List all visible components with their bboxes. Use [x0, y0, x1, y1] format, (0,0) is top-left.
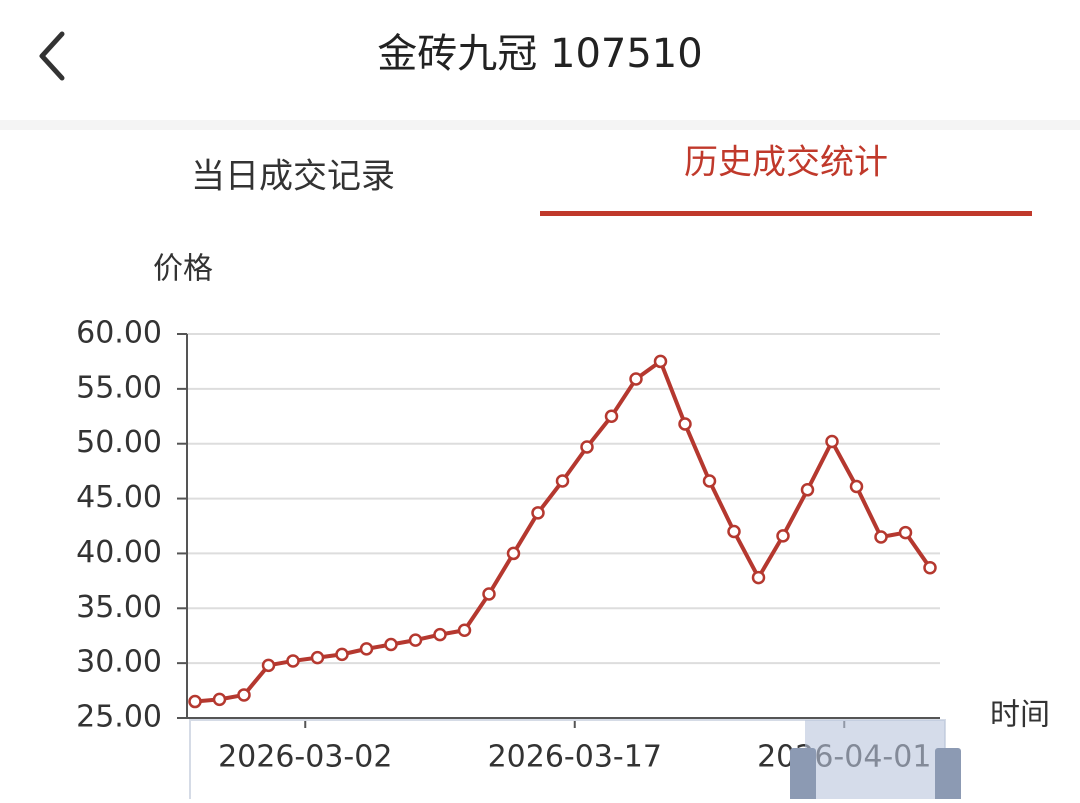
- y-tick-label: 45.00: [76, 480, 162, 515]
- data-point: [286, 654, 300, 668]
- y-tick-label: 50.00: [76, 425, 162, 460]
- data-point: [188, 694, 202, 709]
- back-button[interactable]: [39, 31, 65, 81]
- y-tick-label: 55.00: [76, 370, 162, 405]
- data-point: [727, 524, 741, 539]
- y-tick-label: 25.00: [76, 700, 162, 735]
- data-point: [849, 479, 864, 494]
- data-point: [653, 354, 668, 369]
- data-point: [800, 483, 815, 497]
- data-point: [531, 506, 545, 520]
- data-point: [433, 627, 447, 642]
- data-point: [751, 570, 766, 585]
- x-axis-label: 时间: [990, 698, 1050, 733]
- data-point: [457, 623, 472, 637]
- data-point: [482, 587, 496, 601]
- y-tick-label: 35.00: [76, 590, 162, 625]
- data-point: [384, 637, 398, 652]
- data-point: [702, 474, 717, 488]
- data-point: [261, 658, 276, 673]
- data-point: [678, 417, 692, 431]
- data-point: [335, 647, 349, 662]
- data-point: [604, 409, 619, 424]
- data-point: [408, 633, 423, 647]
- zoom-window[interactable]: [805, 720, 945, 803]
- data-point: [310, 650, 325, 665]
- page-title: 金砖九冠 107510: [377, 31, 702, 77]
- y-tick-label: 30.00: [76, 645, 162, 680]
- data-point: [580, 440, 594, 454]
- y-axis-label: 价格: [153, 252, 213, 287]
- x-tick-label: 2026-03-02: [218, 740, 392, 775]
- data-point: [874, 530, 888, 544]
- data-point: [237, 688, 251, 702]
- data-point: [629, 372, 643, 386]
- tab-active[interactable]: 历史成交统计: [684, 143, 888, 183]
- data-point: [898, 525, 913, 540]
- y-tick-label: 40.00: [76, 535, 162, 570]
- data-point: [923, 560, 937, 575]
- price-line: [194, 359, 932, 704]
- x-tick-label: 2026-03-17: [488, 740, 662, 775]
- zoom-handle[interactable]: [935, 748, 961, 803]
- data-point: [506, 546, 521, 561]
- data-point: [825, 434, 839, 449]
- chart: 25.00 30.00 35.00 40.00 45.00 50.00 55.00 60.00…: [76, 316, 940, 775]
- zoom-handle[interactable]: [790, 748, 816, 803]
- y-tick-label: 60.00: [76, 316, 162, 351]
- tab-indicator: [540, 211, 1032, 216]
- separator: [0, 120, 1080, 130]
- data-point: [776, 529, 790, 543]
- data-point: [555, 474, 570, 488]
- data-point: [359, 642, 374, 656]
- tab[interactable]: 当日成交记录: [191, 157, 395, 197]
- data-point: [212, 692, 227, 707]
